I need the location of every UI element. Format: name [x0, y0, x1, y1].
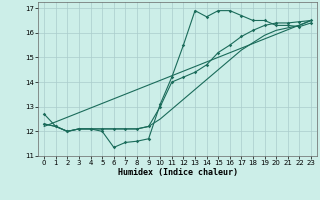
X-axis label: Humidex (Indice chaleur): Humidex (Indice chaleur): [118, 168, 238, 177]
